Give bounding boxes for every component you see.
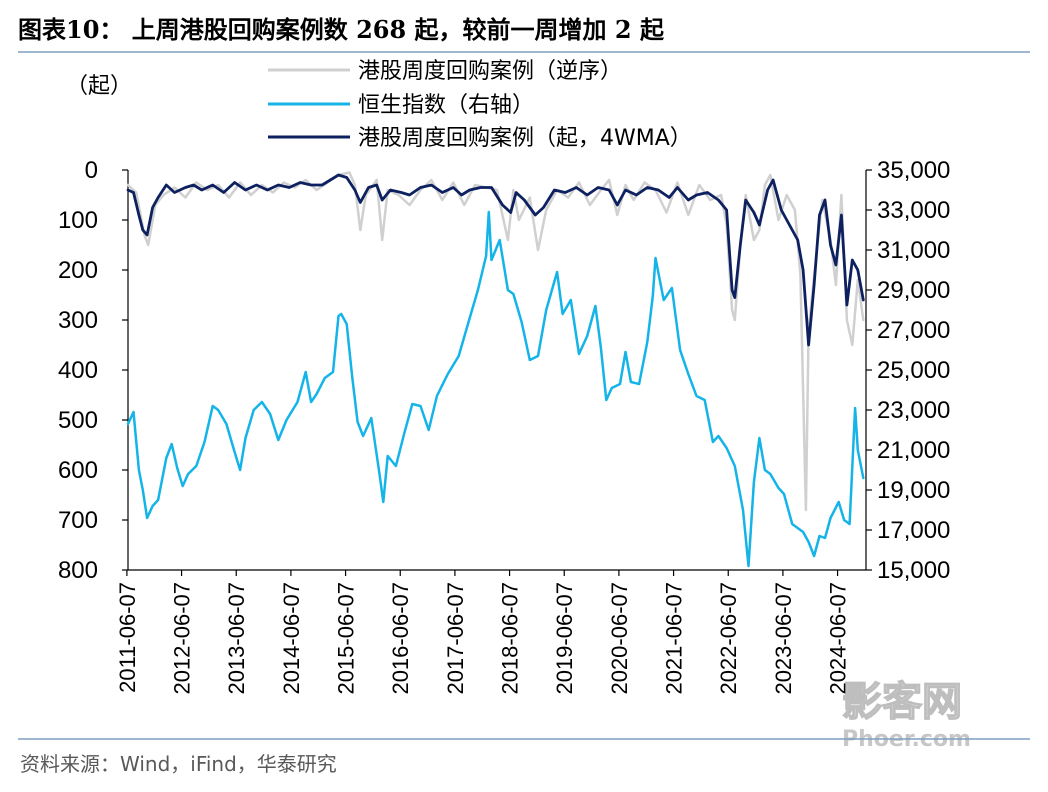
legend-label-hsi: 恒生指数（右轴）	[358, 93, 534, 118]
left-tick-label: 300	[58, 307, 98, 334]
right-tick-label: 33,000	[877, 197, 950, 224]
chart-axes: 0 100 200 300 400 500 600 700 800 35,000 33,000 31,…	[58, 157, 950, 695]
x-tick-label: 2022-06-07	[716, 582, 741, 695]
left-tick-label: 600	[58, 457, 98, 484]
right-tick-label: 23,000	[877, 397, 950, 424]
right-tick-label: 27,000	[877, 317, 950, 344]
x-tick-label: 2012-06-07	[170, 582, 195, 695]
source-note: 资料来源：Wind，iFind，华泰研究	[20, 752, 337, 776]
watermark: 影客网 Phoer.com	[841, 678, 971, 752]
series-line-wma	[126, 173, 865, 347]
page-title: 图表10： 上周港股回购案例数 268 起，较前一周增加 2 起	[18, 15, 665, 44]
right-tick-label: 19,000	[877, 477, 950, 504]
x-tick-label: 2011-06-07	[115, 582, 140, 693]
left-tick-label: 100	[58, 207, 98, 234]
x-tick-label: 2021-06-07	[662, 582, 687, 695]
x-tick-label: 2020-06-07	[607, 582, 632, 695]
legend-label-weekly: 港股周度回购案例（逆序）	[358, 59, 622, 84]
right-tick-label: 17,000	[877, 517, 950, 544]
left-tick-label: 400	[58, 357, 98, 384]
legend: 港股周度回购案例（逆序） 恒生指数（右轴） 港股周度回购案例（起，4WMA）	[268, 59, 692, 151]
x-tick-label: 2024-06-07	[826, 582, 851, 695]
right-tick-label: 15,000	[877, 557, 950, 584]
x-tick-label: 2019-06-07	[552, 582, 577, 695]
watermark-logo: 影客网	[842, 679, 962, 725]
x-tick-label: 2023-06-07	[771, 582, 796, 695]
right-tick-label: 31,000	[877, 237, 950, 264]
x-tick-label: 2013-06-07	[224, 582, 249, 695]
x-tick-label: 2016-06-07	[388, 582, 413, 695]
right-tick-label: 21,000	[877, 437, 950, 464]
left-tick-label: 700	[58, 507, 98, 534]
x-tick-label: 2017-06-07	[443, 582, 468, 695]
right-tick-label: 35,000	[877, 157, 950, 184]
left-tick-label: 500	[58, 407, 98, 434]
x-tick-label: 2014-06-07	[279, 582, 304, 695]
x-tick-label: 2018-06-07	[498, 582, 523, 695]
left-tick-label: 0	[85, 157, 98, 184]
left-tick-label: 200	[58, 257, 98, 284]
right-tick-label: 25,000	[877, 357, 950, 384]
right-tick-label: 29,000	[877, 277, 950, 304]
series-line-weekly	[126, 171, 865, 512]
left-axis-unit: （起）	[66, 74, 132, 99]
legend-label-wma: 港股周度回购案例（起，4WMA）	[358, 126, 692, 151]
left-tick-label: 800	[58, 557, 98, 584]
series-line-hsi	[126, 210, 865, 568]
x-tick-label: 2015-06-07	[334, 582, 359, 695]
chart-series	[126, 171, 865, 568]
